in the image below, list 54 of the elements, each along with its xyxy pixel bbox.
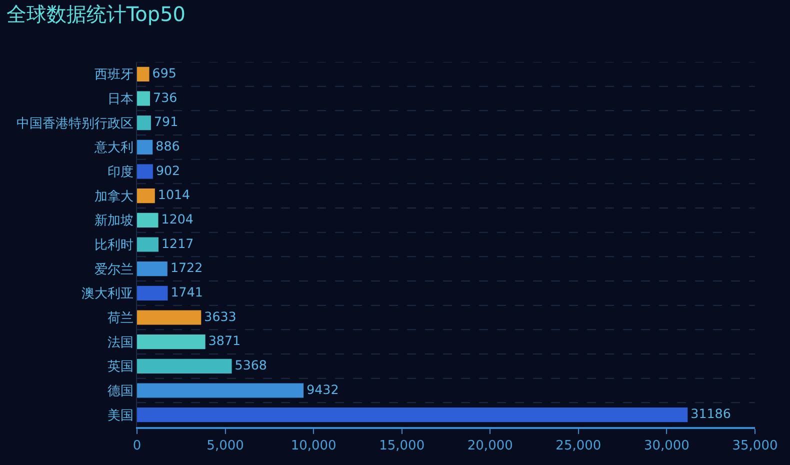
chart-title: 全球数据统计Top50 xyxy=(6,2,186,26)
data-label: 9432 xyxy=(306,382,339,397)
x-tick-label: 5,000 xyxy=(206,438,244,454)
y-tick-label: 德国 xyxy=(107,384,134,400)
data-label: 736 xyxy=(153,90,178,105)
data-label: 695 xyxy=(152,66,176,81)
y-tick-label: 新加坡 xyxy=(94,214,134,229)
x-tick-label: 0 xyxy=(132,438,142,454)
y-tick-label: 澳大利亚 xyxy=(81,286,134,302)
bar xyxy=(137,116,151,130)
y-tick-label: 印度 xyxy=(107,164,134,180)
data-label: 791 xyxy=(154,114,178,130)
bar xyxy=(137,188,155,204)
y-tick-label: 西班牙 xyxy=(94,68,134,83)
bar xyxy=(137,383,304,398)
x-tick-label: 20,000 xyxy=(467,438,513,454)
data-label: 1204 xyxy=(161,212,194,227)
x-tick-label: 10,000 xyxy=(290,438,336,454)
x-tick-label: 15,000 xyxy=(379,438,425,454)
y-tick-label: 法国 xyxy=(107,335,134,350)
bar xyxy=(137,358,232,374)
y-tick-label: 比利时 xyxy=(94,238,134,254)
data-label: 31186 xyxy=(690,406,731,422)
data-label: 1217 xyxy=(162,236,194,251)
y-tick-label: 意大利 xyxy=(93,140,134,156)
bar xyxy=(137,66,150,82)
x-tick-label: 25,000 xyxy=(556,438,602,454)
x-tick-label: 35,000 xyxy=(732,438,778,454)
bar xyxy=(137,237,158,252)
bar xyxy=(137,212,158,228)
data-label: 886 xyxy=(156,138,180,154)
bar xyxy=(137,286,168,300)
bar xyxy=(137,408,688,422)
data-label: 3633 xyxy=(204,308,236,324)
bar xyxy=(137,91,150,106)
data-label: 1722 xyxy=(170,260,203,276)
data-label: 1741 xyxy=(170,284,203,300)
y-tick-label: 美国 xyxy=(107,407,134,424)
data-label: 5368 xyxy=(234,358,267,373)
y-tick-label: 加拿大 xyxy=(94,189,134,204)
bar xyxy=(137,310,202,325)
bar xyxy=(137,334,206,350)
bar xyxy=(137,140,153,154)
bar xyxy=(137,262,168,276)
y-tick-label: 英国 xyxy=(107,360,134,375)
y-tick-label: 中国香港特别行政区 xyxy=(16,116,134,132)
data-label: 3871 xyxy=(208,333,241,348)
y-tick-label: 荷兰 xyxy=(107,311,134,326)
x-tick-label: 30,000 xyxy=(644,438,690,454)
bar xyxy=(137,164,153,179)
y-tick-label: 爱尔兰 xyxy=(94,262,134,278)
data-label: 1014 xyxy=(158,187,190,202)
y-tick-label: 日本 xyxy=(107,92,134,108)
data-label: 902 xyxy=(156,162,180,178)
